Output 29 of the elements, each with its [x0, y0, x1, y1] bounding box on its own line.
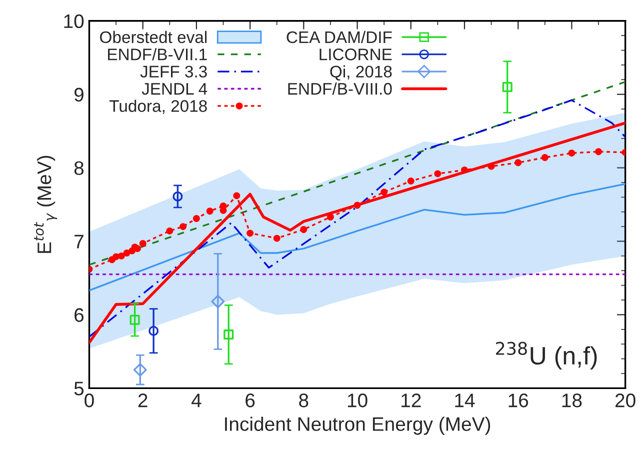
- legend-label: JEFF 3.3: [140, 66, 207, 78]
- x-tick-label: 2: [138, 394, 148, 408]
- legend-label: LICORNE: [320, 48, 392, 60]
- y-tick-label: 5: [74, 382, 84, 396]
- y-tick-label: 6: [74, 308, 84, 322]
- x-tick-label: 20: [615, 394, 636, 408]
- x-tick-label: 0: [84, 394, 94, 408]
- x-tick-label: 6: [246, 394, 255, 408]
- y-axis-title: E$^{tot}$$_{γ}$ (MeV): [34, 156, 58, 253]
- y-tick-label: 7: [74, 234, 84, 248]
- legend-label: Oberstedt eval: [100, 30, 207, 44]
- legend-label: CEA DAM/DIF: [286, 30, 392, 44]
- x-axis-title: Incident Neutron Energy (MeV): [225, 416, 490, 435]
- x-tick-label: 10: [348, 394, 368, 408]
- x-tick-label: 12: [402, 394, 421, 408]
- y-tick-label: 9: [74, 88, 84, 102]
- x-tick-label: 14: [455, 394, 475, 408]
- x-tick-label: 16: [508, 394, 528, 408]
- x-tick-label: 4: [191, 394, 202, 408]
- legend-label: Tudora, 2018: [109, 100, 207, 114]
- x-tick-label: 8: [299, 394, 308, 408]
- annotation: $^{238}$U (n,f): [496, 342, 597, 370]
- legend-label: ENDF/B-VII.1: [108, 48, 207, 60]
- legend-label: Qi, 2018: [330, 65, 392, 81]
- y-tick-label: 8: [74, 161, 84, 176]
- y-tick-label: 10: [64, 14, 84, 28]
- legend-label: ENDF/B-VIII.0: [288, 82, 392, 95]
- legend-label: JENDL 4: [142, 83, 208, 95]
- x-tick-label: 18: [562, 394, 582, 408]
